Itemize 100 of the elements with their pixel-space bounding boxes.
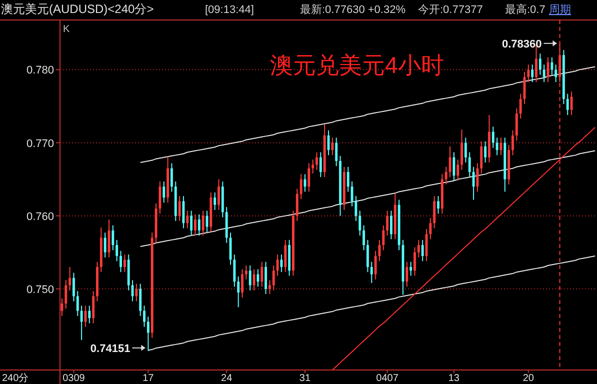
candlestick (312, 159, 314, 174)
candlestick (241, 268, 244, 298)
candlestick (237, 276, 240, 308)
x-tick-label: 0407 (376, 373, 399, 384)
text: 今开:0.77377 (418, 4, 483, 16)
candlestick (444, 166, 448, 185)
candlestick (198, 214, 200, 236)
candlestick (566, 93, 569, 116)
x-tick-label: 24 (221, 373, 233, 384)
y-tick-label: 0.780 (26, 64, 54, 77)
x-tick-label: 13 (448, 373, 460, 384)
candlestick (116, 239, 118, 262)
candlestick (186, 210, 189, 229)
candlestick (374, 250, 377, 280)
text: 周期 (549, 4, 571, 16)
candlestick (170, 162, 173, 192)
candlestick (542, 64, 546, 83)
candlestick (346, 166, 350, 192)
candlestick (496, 137, 498, 156)
candlestick (264, 261, 267, 295)
text: 最高:0.7 (505, 3, 546, 16)
candlestick (319, 152, 322, 178)
candlestick (60, 298, 64, 316)
candlestick (112, 224, 114, 251)
candlestick (178, 196, 181, 222)
candlestick (378, 239, 381, 262)
candlestick (244, 265, 248, 280)
candlestick (233, 254, 236, 288)
text: 澳元兑美元4小时 (270, 52, 444, 78)
candlestick (515, 108, 518, 142)
x-tick-label: 17 (142, 373, 154, 384)
text: [09:13:44] (205, 4, 254, 16)
x-tick-label: 31 (299, 373, 311, 384)
candlestick (484, 140, 487, 163)
candlestick (296, 188, 298, 222)
candlestick (92, 290, 95, 324)
candlestick (492, 126, 494, 148)
candlestick (354, 196, 358, 222)
candlestick (421, 239, 424, 262)
candlestick (190, 210, 193, 236)
candlestick (104, 232, 106, 258)
candlestick (146, 316, 150, 352)
candlestick (370, 261, 373, 284)
candlestick (300, 174, 302, 200)
chart-subtitle: 澳元美元(AUDUSD)<240分> (1, 2, 154, 16)
candlestick (284, 239, 287, 273)
candlestick (88, 305, 91, 324)
candlestick (158, 180, 162, 214)
y-tick-label: 0.760 (26, 210, 54, 223)
candlestick (476, 162, 479, 192)
candlestick (272, 265, 275, 291)
candlestick (72, 272, 75, 302)
candlestick (429, 218, 432, 240)
candlestick (268, 280, 271, 295)
candlestick (214, 192, 216, 210)
candlestick (386, 210, 389, 236)
candlestick (531, 64, 534, 83)
candlestick (139, 283, 142, 316)
x-tick-label: 0309 (62, 373, 86, 384)
candlestick (316, 152, 318, 170)
candlestick (414, 246, 416, 276)
candlestick (162, 180, 166, 204)
candlestick (554, 64, 558, 83)
candlestick (80, 305, 83, 341)
candlestick (456, 159, 460, 182)
candlestick (417, 239, 420, 258)
annotation: K (63, 24, 70, 35)
candlestick (464, 137, 467, 163)
annotation: 0.78360 (502, 38, 542, 50)
candlestick (382, 224, 385, 251)
candlestick (64, 280, 68, 310)
candlestick (218, 178, 220, 210)
candlestick (468, 152, 471, 178)
candlestick (280, 254, 283, 273)
candlestick (331, 137, 334, 156)
candlestick (452, 152, 456, 182)
candlestick (512, 130, 514, 156)
candlestick (248, 265, 252, 291)
candlestick (362, 224, 365, 251)
candlestick (123, 254, 126, 273)
text: 240分 (2, 372, 29, 384)
candlestick (120, 250, 122, 273)
candlestick (410, 261, 412, 276)
candlestick (538, 53, 542, 76)
candlestick (437, 196, 440, 214)
candlestick (143, 305, 146, 328)
candlestick (256, 268, 260, 288)
annotation: 0.74151 (90, 342, 130, 355)
x-tick-label: 20 (522, 373, 534, 384)
line-series (148, 256, 596, 351)
candlestick (366, 239, 369, 273)
candlestick (135, 283, 138, 302)
candlestick (308, 162, 310, 192)
candlestick (527, 64, 530, 83)
candlestick (358, 210, 362, 236)
candlestick (406, 261, 408, 288)
candlestick (68, 266, 72, 291)
text: 最新:0.77630 +0.32% (300, 3, 406, 16)
candlestick (519, 93, 522, 120)
line-series (140, 150, 596, 248)
